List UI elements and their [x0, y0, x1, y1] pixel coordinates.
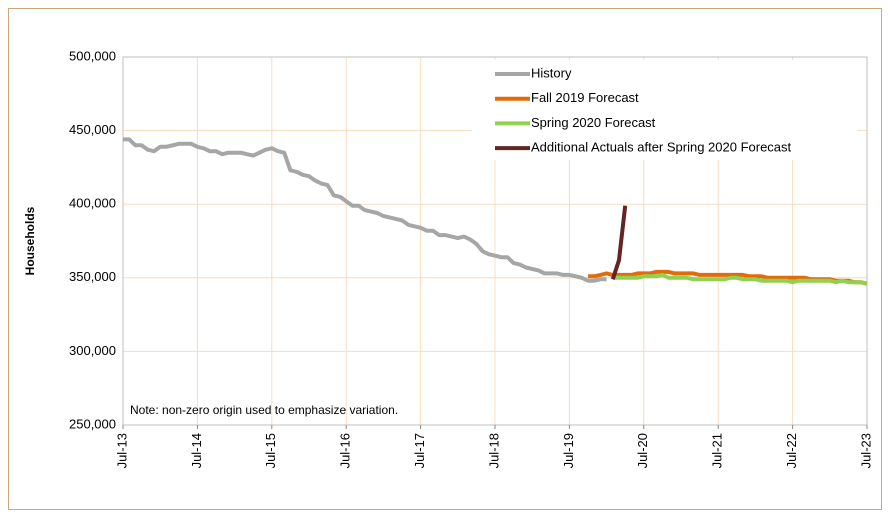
legend-label: Additional Actuals after Spring 2020 For… — [531, 140, 792, 155]
series-line — [612, 272, 868, 286]
series-line — [610, 205, 628, 280]
x-tick-label: Jul-13 — [114, 433, 129, 468]
y-axis-label: Households — [23, 206, 37, 275]
legend-label: Spring 2020 Forecast — [531, 115, 656, 130]
x-tick-label: Jul-21 — [710, 433, 725, 468]
series-line — [123, 137, 607, 283]
lines — [123, 137, 868, 286]
legend-box — [472, 60, 857, 160]
legend: History Fall 2019 Forecast Spring 2020 For… — [495, 65, 792, 155]
x-tick-label: Jul-23 — [858, 433, 873, 468]
x-tick-label: Jul-17 — [412, 433, 427, 468]
y-tick-label: 350,000 — [69, 269, 116, 284]
y-tick-label: 300,000 — [69, 343, 116, 358]
annotation: Note: non-zero origin used to emphasize … — [130, 403, 398, 417]
y-tick-label: 500,000 — [69, 48, 116, 63]
legend-label: Fall 2019 Forecast — [531, 90, 639, 105]
y-tick-label: 400,000 — [69, 196, 116, 211]
x-tick-label: Jul-15 — [263, 433, 278, 468]
x-tick-label: Jul-16 — [338, 433, 353, 468]
x-tick-label: Jul-19 — [561, 433, 576, 468]
x-tick-label: Jul-14 — [189, 433, 204, 468]
x-tick-label: Jul-22 — [784, 433, 799, 468]
y-tick-label: 450,000 — [69, 122, 116, 137]
y-tick-label: 250,000 — [69, 416, 116, 431]
legend-label: History — [531, 65, 572, 80]
x-tick-label: Jul-20 — [635, 433, 650, 468]
x-tick-label: Jul-18 — [486, 433, 501, 468]
labels: 250,000 300,000 350,000 400,000 450,000 500,0… — [69, 48, 873, 468]
